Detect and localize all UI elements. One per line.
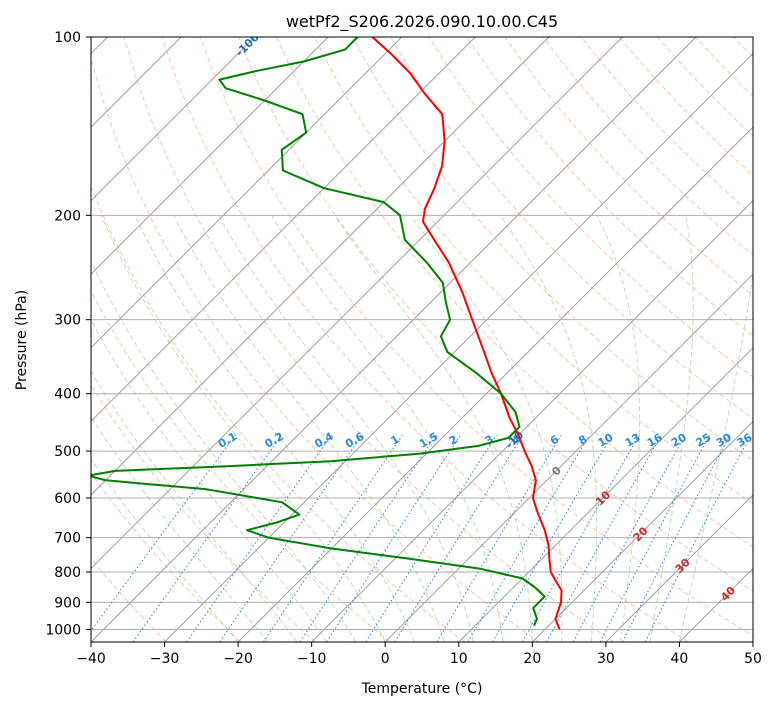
mixing-ratio-line xyxy=(186,434,332,642)
dry-adiabat-line xyxy=(91,290,391,642)
dry-adiabat-line xyxy=(91,185,465,642)
y-tick-label: 300 xyxy=(54,313,81,329)
moist-adiabat-line xyxy=(91,260,357,642)
isotherm-line xyxy=(91,37,550,496)
mixing-ratio-line xyxy=(326,434,461,642)
isotherm-line xyxy=(605,494,753,642)
x-tick-label: −20 xyxy=(223,651,253,667)
isotherm-line xyxy=(311,199,753,642)
x-tick-label: 20 xyxy=(523,651,541,667)
mixing-ratio-line xyxy=(365,434,497,642)
y-tick-label: 1000 xyxy=(45,622,81,638)
moist-adiabat-line xyxy=(410,215,563,642)
mixing-ratio-line xyxy=(572,434,686,642)
y-tick-label: 700 xyxy=(54,531,81,547)
isotherm-line xyxy=(458,347,753,642)
dry-adiabat-line xyxy=(91,384,316,642)
mixing-ratio-line xyxy=(436,434,562,642)
isotherm-line xyxy=(164,52,753,642)
dry-adiabat-line xyxy=(352,37,753,462)
moist-adiabat-line xyxy=(91,370,298,642)
dry-adiabat-line xyxy=(91,472,242,642)
moist-adiabat-line xyxy=(134,215,416,642)
moist-adiabat-line xyxy=(91,416,268,642)
mixing-ratio-line xyxy=(644,434,752,642)
mixing-ratio-line xyxy=(219,434,363,642)
mixing-ratio-label: 36 xyxy=(735,431,755,450)
dry-adiabat-line xyxy=(91,55,540,642)
isotherm-line xyxy=(91,37,476,423)
isotherm-line xyxy=(91,37,329,275)
y-tick-label: 600 xyxy=(54,491,81,507)
dry-adiabat-line xyxy=(237,37,753,592)
isotherm-line xyxy=(384,273,753,642)
isotherm-line xyxy=(237,126,753,642)
dry-adiabat-line xyxy=(504,37,753,296)
plot-frame xyxy=(90,36,754,643)
y-tick-label: 200 xyxy=(54,208,81,224)
isotherm-line xyxy=(91,37,697,642)
y-tick-label: 900 xyxy=(54,595,81,611)
dry-adiabat-line xyxy=(275,37,753,548)
mixing-ratio-line xyxy=(492,434,613,642)
x-tick-label: −10 xyxy=(297,651,327,667)
dewpoint-line xyxy=(91,37,546,626)
x-axis-label: Temperature (°C) xyxy=(361,681,483,697)
isotherm-line xyxy=(91,37,256,202)
dry-adiabat-line xyxy=(428,37,753,378)
moist-adiabat-line xyxy=(100,215,386,642)
dry-adiabat-line xyxy=(123,37,614,642)
series-layer xyxy=(91,37,563,630)
moist-adiabat-line xyxy=(91,319,327,642)
moist-adiabat-line xyxy=(678,269,753,642)
x-tick-label: −30 xyxy=(150,651,180,667)
y-tick-label: 800 xyxy=(54,565,81,581)
mixing-ratio-line xyxy=(467,434,591,642)
moist-adiabat-line xyxy=(173,215,445,642)
mixing-ratio-line xyxy=(91,434,236,632)
x-tick-label: 0 xyxy=(381,651,390,667)
moist-adiabat-line xyxy=(91,458,239,642)
axis-layer: −40 −30 −20 −10 0 10 20 30 40 50 1000 900 800 700 600 5… xyxy=(45,30,762,667)
isotherm-line xyxy=(91,37,623,570)
moist-adiabat-line xyxy=(499,215,598,642)
dry-adiabat-line xyxy=(314,37,753,505)
dry-adiabat-line xyxy=(199,37,753,637)
x-tick-label: −40 xyxy=(76,651,106,667)
dry-adiabat-line xyxy=(161,37,689,642)
x-tick-label: 50 xyxy=(744,651,762,667)
y-axis-label: Pressure (hPa) xyxy=(14,290,30,390)
isotherm-line xyxy=(531,420,753,642)
dry-adiabat-line xyxy=(390,37,753,420)
moist-adiabat-line xyxy=(649,215,694,642)
isotherm-line xyxy=(91,37,403,349)
moist-adiabat-line xyxy=(596,215,641,642)
y-tick-label: 100 xyxy=(54,30,81,46)
x-tick-label: 10 xyxy=(450,651,468,667)
moist-adiabat-line xyxy=(271,215,504,642)
x-tick-label: 30 xyxy=(597,651,615,667)
x-tick-label: 40 xyxy=(671,651,689,667)
mixing-ratio-line xyxy=(394,434,524,642)
mixing-ratio-line xyxy=(546,434,662,642)
y-tick-label: 500 xyxy=(54,444,81,460)
chart-title: wetPf2_S206.2026.090.10.00.C45 xyxy=(286,12,558,32)
y-tick-label: 400 xyxy=(54,387,81,403)
mixing-ratio-line xyxy=(622,434,731,642)
dry-adiabat-line xyxy=(91,557,167,642)
